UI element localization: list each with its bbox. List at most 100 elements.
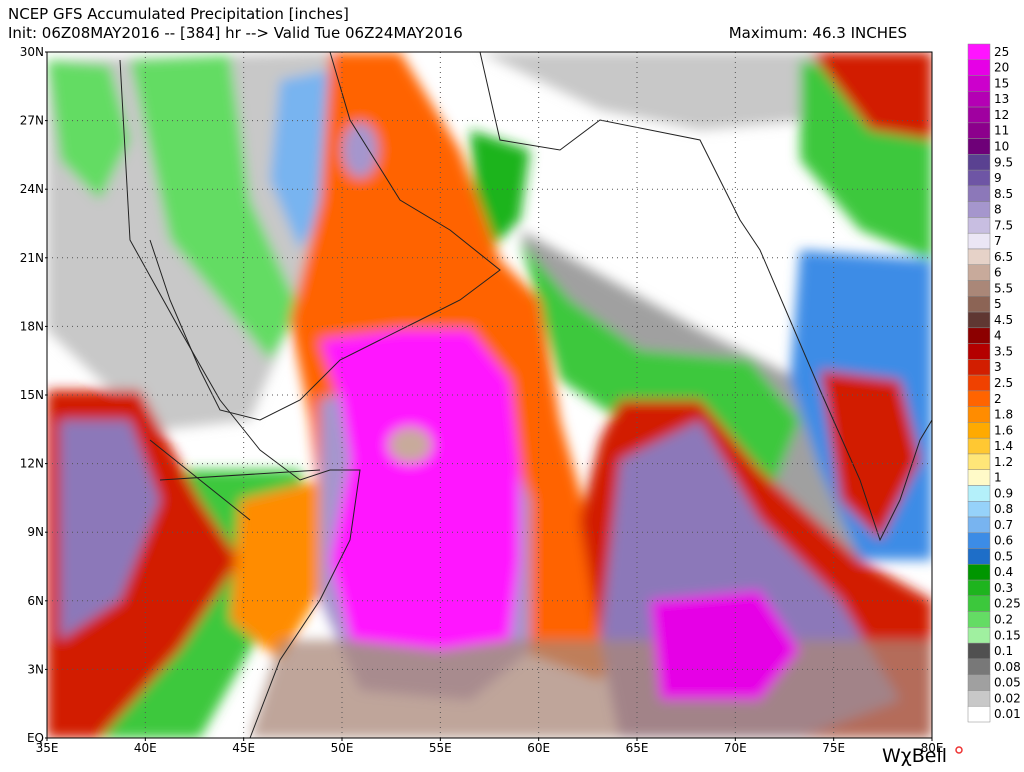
colorbar-label: 5.5 <box>994 281 1013 295</box>
colorbar-label: 0.8 <box>994 502 1013 516</box>
title: NCEP GFS Accumulated Precipitation [inch… <box>8 5 349 23</box>
colorbar-label: 9 <box>994 171 1002 185</box>
colorbar-label: 5 <box>994 297 1002 311</box>
colorbar-swatch <box>967 564 991 581</box>
colorbar-label: 0.01 <box>994 707 1021 721</box>
lon-label: 40E <box>134 741 157 755</box>
watermark-dot <box>955 746 963 754</box>
colorbar-swatch <box>967 374 991 392</box>
colorbar-label: 10 <box>994 139 1009 153</box>
colorbar-label: 7.5 <box>994 218 1013 232</box>
colorbar-swatch <box>967 579 991 597</box>
colorbar-label: 0.02 <box>994 691 1021 705</box>
colorbar-label: 9.5 <box>994 155 1013 169</box>
init-line: Init: 06Z08MAY2016 -- [384] hr --> Valid… <box>8 24 463 42</box>
colorbar-label: 0.4 <box>994 565 1013 579</box>
lat-label: 30N <box>20 45 44 59</box>
lat-label: 21N <box>20 251 44 265</box>
lat-label: 24N <box>20 182 44 196</box>
colorbar-swatch <box>967 532 991 549</box>
colorbar-label: 7 <box>994 234 1002 248</box>
colorbar-swatch <box>967 595 991 612</box>
colorbar-swatch <box>967 642 991 660</box>
colorbar-swatch <box>967 311 991 329</box>
colorbar-swatch <box>967 138 991 155</box>
lat-label: EQ <box>27 731 44 745</box>
colorbar-label: 1 <box>994 471 1002 485</box>
lon-label: 55E <box>429 741 452 755</box>
colorbar-swatch <box>967 469 991 486</box>
colorbar-swatch <box>967 453 991 470</box>
lat-label: 15N <box>20 388 44 402</box>
colorbar-swatch <box>967 390 991 407</box>
colorbar-label: 3 <box>994 360 1002 374</box>
lat-label: 6N <box>27 594 44 608</box>
watermark: WχBell <box>882 745 947 767</box>
colorbar-swatch <box>967 406 991 423</box>
lon-label: 60E <box>527 741 550 755</box>
colorbar-label: 6 <box>994 266 1002 280</box>
colorbar-swatch <box>967 516 991 534</box>
colorbar-swatch <box>967 658 991 675</box>
lat-label: 9N <box>27 525 44 539</box>
colorbar-swatch <box>967 705 991 723</box>
colorbar-label: 15 <box>994 76 1009 90</box>
lat-label: 27N <box>20 114 44 128</box>
colorbar-label: 2.5 <box>994 376 1013 390</box>
colorbar-swatch <box>967 75 991 92</box>
colorbar-swatch <box>967 359 991 376</box>
colorbar-label: 8 <box>994 203 1002 217</box>
colorbar-label: 1.6 <box>994 423 1013 437</box>
colorbar-label: 1.2 <box>994 455 1013 469</box>
colorbar-label: 1.4 <box>994 439 1013 453</box>
colorbar-swatch <box>967 674 991 691</box>
colorbar-label: 0.15 <box>994 628 1021 642</box>
colorbar-label: 13 <box>994 92 1009 106</box>
lat-label: 18N <box>20 319 44 333</box>
colorbar-label: 3.5 <box>994 344 1013 358</box>
maximum: Maximum: 46.3 INCHES <box>729 24 907 42</box>
colorbar-swatch <box>967 91 991 108</box>
colorbar-label: 0.7 <box>994 518 1013 532</box>
colorbar: 252015131211109.598.587.576.565.554.543.… <box>967 43 1021 723</box>
colorbar-label: 0.9 <box>994 486 1013 500</box>
colorbar-label: 2 <box>994 392 1002 406</box>
colorbar-label: 0.08 <box>994 660 1021 674</box>
colorbar-label: 25 <box>994 45 1009 59</box>
colorbar-swatch <box>967 501 991 518</box>
lat-label: 3N <box>27 662 44 676</box>
colorbar-label: 0.2 <box>994 613 1013 627</box>
lon-label: 50E <box>331 741 354 755</box>
colorbar-label: 0.25 <box>994 597 1021 611</box>
precip-field <box>47 52 932 738</box>
colorbar-swatch <box>967 169 991 187</box>
colorbar-swatch <box>967 280 991 297</box>
lat-label: 12N <box>20 457 44 471</box>
colorbar-swatch <box>967 611 991 628</box>
colorbar-swatch <box>967 185 991 202</box>
colorbar-swatch <box>967 437 991 455</box>
colorbar-label: 6.5 <box>994 250 1013 264</box>
colorbar-label: 0.6 <box>994 534 1013 548</box>
colorbar-swatch <box>967 232 991 250</box>
lon-label: 75E <box>822 741 845 755</box>
colorbar-swatch <box>967 59 991 76</box>
colorbar-swatch <box>967 264 991 281</box>
colorbar-swatch <box>967 548 991 565</box>
colorbar-swatch <box>967 690 991 707</box>
colorbar-label: 12 <box>994 108 1009 122</box>
colorbar-swatch <box>967 485 991 502</box>
colorbar-swatch <box>967 122 991 139</box>
lon-label: 35E <box>36 741 59 755</box>
colorbar-label: 1.8 <box>994 408 1013 422</box>
colorbar-label: 0.5 <box>994 549 1013 563</box>
lon-label: 45E <box>232 741 255 755</box>
colorbar-swatch <box>967 422 991 439</box>
colorbar-label: 11 <box>994 124 1009 138</box>
colorbar-label: 20 <box>994 61 1009 75</box>
colorbar-swatch <box>967 43 991 61</box>
colorbar-label: 4 <box>994 329 1002 343</box>
colorbar-swatch <box>967 217 991 234</box>
